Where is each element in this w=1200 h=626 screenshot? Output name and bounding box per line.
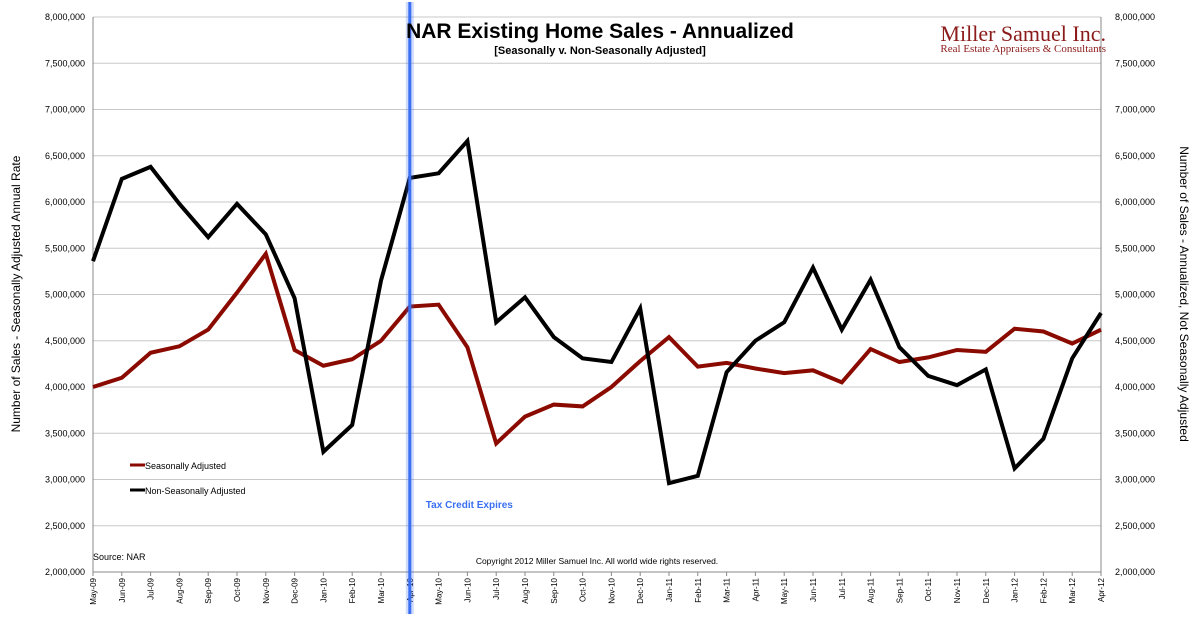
x-tick-label: Nov-11 [953, 577, 962, 603]
x-tick-label: May-09 [89, 577, 98, 604]
x-tick-label: Sep-10 [550, 577, 559, 603]
y-tick-label-left: 3,500,000 [45, 428, 85, 438]
x-tick-label: May-11 [780, 577, 789, 604]
x-tick-label: Nov-09 [262, 577, 271, 603]
x-tick-label: Aug-10 [521, 577, 530, 603]
y-tick-label-left: 5,000,000 [45, 290, 85, 300]
y-tick-label-right: 2,500,000 [1115, 521, 1155, 531]
x-tick-label: Jun-09 [118, 577, 127, 602]
x-tick-label: Jan-12 [1011, 577, 1020, 602]
y-axis-left-label: Number of Sales - Seasonally Adjusted An… [9, 155, 23, 432]
y-tick-label-left: 4,500,000 [45, 336, 85, 346]
x-tick-label: Jul-11 [838, 577, 847, 599]
y-tick-label-right: 5,000,000 [1115, 290, 1155, 300]
x-tick-label: Feb-12 [1039, 577, 1048, 603]
x-tick-label: Jul-09 [147, 577, 156, 599]
x-tick-label: Jan-10 [319, 577, 328, 602]
x-tick-label: Apr-12 [1097, 577, 1106, 602]
y-tick-label-left: 6,500,000 [45, 151, 85, 161]
y-axis-right-ticks: 2,000,000 2,500,000 3,000,000 3,500,000 4,00… [1115, 12, 1155, 577]
x-tick-label: Mar-10 [377, 577, 386, 603]
x-tick-label: Feb-10 [348, 577, 357, 603]
series-lines [93, 141, 1101, 483]
x-axis-ticks: May-09 Jun-09 Jul-09 Aug-09 Sep-09 Oct-09 Nov-… [89, 572, 1106, 605]
x-tick-label: Jan-11 [665, 577, 674, 601]
y-tick-label-right: 7,000,000 [1115, 105, 1155, 115]
x-tick-label: Mar-11 [723, 577, 732, 602]
x-tick-label: Sep-09 [204, 577, 213, 603]
x-tick-label: Feb-11 [694, 577, 703, 602]
legend-label-non-seasonally-adjusted: Non-Seasonally Adjusted [145, 486, 246, 496]
x-tick-label: Oct-11 [924, 577, 933, 601]
x-tick-label: Jun-11 [809, 577, 818, 601]
y-axis-left-ticks: 2,000,000 2,500,000 3,000,000 3,500,000 4,00… [45, 12, 85, 577]
legend-label-seasonally-adjusted: Seasonally Adjusted [145, 461, 226, 471]
y-axis-right-label: Number of Sales - Annualized, Not Season… [1177, 146, 1191, 442]
chart-subtitle: [Seasonally v. Non-Seasonally Adjusted] [494, 45, 706, 57]
chart-title: NAR Existing Home Sales - Annualized [406, 20, 794, 43]
y-tick-label-left: 3,000,000 [45, 475, 85, 485]
x-tick-label: Oct-09 [233, 577, 242, 602]
brand-tagline: Real Estate Appraisers & Consultants [940, 43, 1106, 55]
x-tick-label: Aug-09 [175, 577, 184, 603]
y-tick-label-left: 8,000,000 [45, 12, 85, 22]
x-tick-label: Aug-11 [867, 577, 876, 603]
y-tick-label-right: 7,500,000 [1115, 58, 1155, 68]
copyright-note: Copyright 2012 Miller Samuel Inc. All wo… [476, 556, 718, 566]
x-tick-label: Jul-10 [492, 577, 501, 599]
y-tick-label-left: 2,000,000 [45, 567, 85, 577]
x-tick-label: Mar-12 [1068, 577, 1077, 603]
y-tick-label-left: 6,000,000 [45, 197, 85, 207]
series-line-seasonally-adjusted [93, 254, 1101, 444]
y-tick-label-left: 4,000,000 [45, 382, 85, 392]
y-tick-label-right: 8,000,000 [1115, 12, 1155, 22]
y-tick-label-right: 3,000,000 [1115, 475, 1155, 485]
y-tick-label-left: 5,500,000 [45, 243, 85, 253]
annotation-label: Tax Credit Expires [426, 500, 514, 511]
series-line-non-seasonally-adjusted [93, 141, 1101, 483]
x-tick-label: Oct-10 [579, 577, 588, 602]
x-tick-label: Jun-10 [463, 577, 472, 602]
y-tick-label-left: 7,000,000 [45, 105, 85, 115]
y-tick-label-right: 5,500,000 [1115, 243, 1155, 253]
x-tick-label: Dec-11 [982, 577, 991, 603]
y-tick-label-right: 4,000,000 [1115, 382, 1155, 392]
source-note: Source: NAR [93, 552, 146, 562]
x-tick-label: Nov-10 [607, 577, 616, 603]
annotation: Tax Credit Expires [406, 2, 514, 614]
y-tick-label-right: 6,000,000 [1115, 197, 1155, 207]
y-tick-label-left: 2,500,000 [45, 521, 85, 531]
x-tick-label: Dec-09 [291, 577, 300, 603]
x-tick-label: Sep-11 [895, 577, 904, 603]
y-tick-label-right: 3,500,000 [1115, 428, 1155, 438]
y-tick-label-right: 6,500,000 [1115, 151, 1155, 161]
x-tick-label: Apr-11 [751, 577, 760, 601]
x-tick-label: May-10 [435, 577, 444, 604]
y-tick-label-right: 4,500,000 [1115, 336, 1155, 346]
legend: Seasonally Adjusted Non-Seasonally Adjus… [130, 461, 246, 496]
y-tick-label-left: 7,500,000 [45, 58, 85, 68]
y-tick-label-right: 2,000,000 [1115, 567, 1155, 577]
x-tick-label: Dec-10 [636, 577, 645, 603]
